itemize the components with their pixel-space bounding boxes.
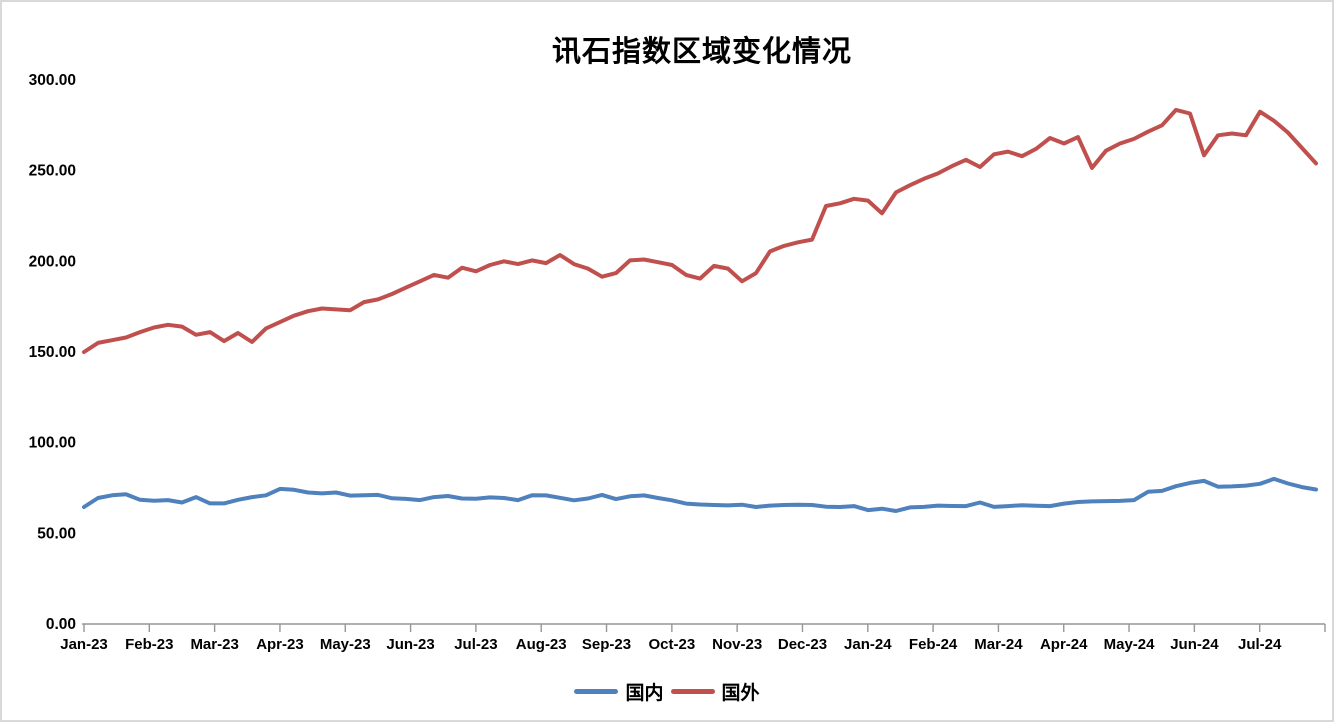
y-axis-label: 0.00 bbox=[46, 616, 76, 633]
legend-label-foreign: 国外 bbox=[721, 683, 760, 704]
y-axis-label: 50.00 bbox=[37, 525, 76, 542]
x-axis-label: Aug-23 bbox=[516, 636, 567, 653]
x-axis-label: Feb-24 bbox=[909, 636, 958, 653]
x-axis-label: Mar-23 bbox=[190, 636, 238, 653]
x-axis-label: May-24 bbox=[1104, 636, 1156, 653]
legend-item-foreign: 国外 bbox=[670, 678, 760, 705]
x-axis-label: Dec-23 bbox=[778, 636, 827, 653]
x-axis-label: Jul-24 bbox=[1238, 636, 1282, 653]
chart-title: 讯石指数区域变化情况 bbox=[551, 36, 852, 68]
x-axis-label: Feb-23 bbox=[125, 636, 173, 653]
x-axis-label: Jun-24 bbox=[1170, 636, 1219, 653]
x-axis-label: Sep-23 bbox=[582, 636, 631, 653]
y-axis-label: 150.00 bbox=[29, 344, 76, 361]
y-axis-label: 300.00 bbox=[29, 72, 76, 89]
legend-label-domestic: 国内 bbox=[625, 683, 664, 704]
y-axis-label: 200.00 bbox=[29, 253, 76, 270]
x-axis-label: Apr-24 bbox=[1040, 636, 1088, 653]
x-axis-label: Nov-23 bbox=[712, 636, 762, 653]
legend: 国内 国外 bbox=[2, 678, 1332, 705]
y-axis-label: 250.00 bbox=[29, 163, 76, 180]
x-axis-label: Jul-23 bbox=[454, 636, 497, 653]
x-axis-label: Apr-23 bbox=[256, 636, 304, 653]
y-axis-label: 100.00 bbox=[29, 435, 76, 452]
x-axis-label: Jan-23 bbox=[60, 636, 108, 653]
legend-item-domestic: 国内 bbox=[574, 678, 664, 705]
x-axis-label: Jun-23 bbox=[386, 636, 434, 653]
foreign-line-swatch bbox=[670, 689, 715, 694]
x-axis-label: Mar-24 bbox=[974, 636, 1023, 653]
x-axis-label: Jan-24 bbox=[844, 636, 892, 653]
x-axis-label: May-23 bbox=[320, 636, 371, 653]
domestic-line-swatch bbox=[574, 689, 619, 694]
domestic-series-line bbox=[82, 476, 1318, 513]
foreign-series-line bbox=[82, 107, 1318, 354]
x-axis-label: Oct-23 bbox=[648, 636, 695, 653]
